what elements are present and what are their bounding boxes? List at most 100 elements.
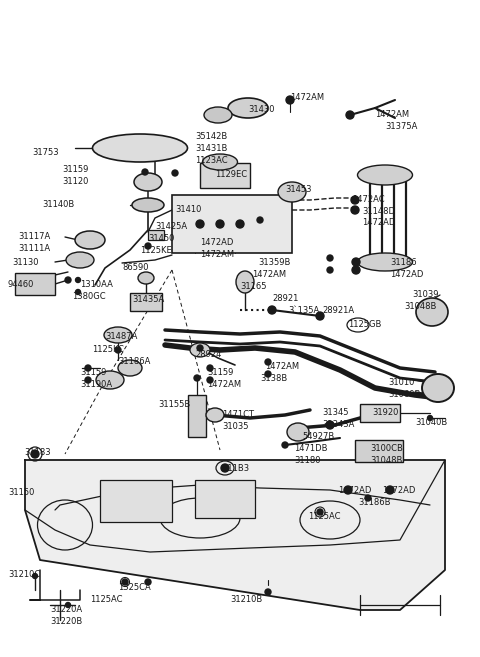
- Text: 1472AD: 1472AD: [382, 486, 415, 495]
- Ellipse shape: [204, 107, 232, 123]
- Ellipse shape: [206, 408, 224, 422]
- Circle shape: [346, 111, 354, 119]
- Text: 31753: 31753: [32, 148, 59, 157]
- Text: 31410: 31410: [175, 205, 202, 214]
- Ellipse shape: [203, 154, 238, 170]
- Bar: [188, 395, 206, 437]
- Circle shape: [351, 206, 359, 214]
- Circle shape: [236, 220, 244, 228]
- Text: 35142B: 35142B: [195, 132, 227, 141]
- Ellipse shape: [358, 253, 412, 271]
- Text: 31920: 31920: [372, 408, 398, 417]
- Text: 1472AD: 1472AD: [338, 486, 372, 495]
- Text: 31155B: 31155B: [158, 400, 190, 409]
- Text: 31159: 31159: [207, 368, 233, 377]
- Text: 31487A: 31487A: [105, 332, 137, 341]
- Text: 31120: 31120: [62, 177, 88, 186]
- Text: 1472AC: 1472AC: [352, 195, 384, 204]
- Ellipse shape: [287, 423, 309, 441]
- Text: 31210C: 31210C: [8, 570, 40, 579]
- Bar: [195, 480, 255, 518]
- Ellipse shape: [236, 271, 254, 293]
- Polygon shape: [25, 460, 445, 610]
- Text: 31048B: 31048B: [404, 302, 436, 311]
- Ellipse shape: [278, 182, 306, 202]
- Text: 1471DB: 1471DB: [294, 444, 327, 453]
- Text: 31186B: 31186B: [358, 498, 391, 507]
- Ellipse shape: [132, 198, 164, 212]
- Circle shape: [282, 442, 288, 448]
- Circle shape: [75, 290, 81, 294]
- Circle shape: [196, 220, 204, 228]
- Circle shape: [33, 574, 37, 579]
- Ellipse shape: [93, 134, 188, 162]
- Text: 1472AM: 1472AM: [200, 250, 234, 259]
- Circle shape: [142, 169, 148, 175]
- Ellipse shape: [358, 165, 412, 185]
- Text: 31140B: 31140B: [42, 200, 74, 209]
- Circle shape: [265, 359, 271, 365]
- Circle shape: [65, 277, 71, 283]
- Circle shape: [326, 421, 334, 429]
- Circle shape: [145, 579, 151, 585]
- Text: 1129EC: 1129EC: [215, 170, 247, 179]
- Text: 31035: 31035: [222, 422, 249, 431]
- Circle shape: [428, 415, 432, 420]
- Ellipse shape: [118, 360, 142, 376]
- Ellipse shape: [96, 371, 124, 389]
- Circle shape: [316, 312, 324, 320]
- Text: 31150: 31150: [8, 488, 35, 497]
- Text: 31117A: 31117A: [18, 232, 50, 241]
- Ellipse shape: [228, 98, 268, 118]
- Text: 28924: 28924: [195, 350, 221, 359]
- Text: 31220A: 31220A: [50, 605, 82, 614]
- Text: 86590: 86590: [122, 263, 148, 272]
- Text: 1125GB: 1125GB: [348, 320, 382, 329]
- Text: 31425A: 31425A: [155, 222, 187, 231]
- Bar: [355, 440, 403, 462]
- Text: 31111A: 31111A: [18, 244, 50, 253]
- Circle shape: [31, 450, 39, 458]
- Circle shape: [265, 589, 271, 595]
- Ellipse shape: [66, 252, 94, 268]
- Text: 1325CA: 1325CA: [118, 583, 151, 592]
- Text: 31359B: 31359B: [258, 258, 290, 267]
- Text: 31040B: 31040B: [415, 418, 447, 427]
- Text: 1125KC: 1125KC: [92, 345, 124, 354]
- Text: 31186A: 31186A: [118, 357, 150, 366]
- Bar: [360, 404, 400, 422]
- Bar: [15, 273, 55, 295]
- Bar: [148, 230, 164, 240]
- Text: 31220B: 31220B: [50, 617, 82, 626]
- Text: 31453: 31453: [285, 185, 312, 194]
- Bar: [172, 195, 292, 253]
- Text: 31186: 31186: [390, 258, 417, 267]
- Text: 28921A: 28921A: [322, 306, 354, 315]
- Circle shape: [216, 220, 224, 228]
- Text: 31180: 31180: [294, 456, 321, 465]
- Text: 31039: 31039: [412, 290, 439, 299]
- Ellipse shape: [422, 374, 454, 402]
- Circle shape: [197, 345, 203, 351]
- Circle shape: [351, 196, 359, 204]
- Circle shape: [317, 509, 323, 515]
- Text: 31159: 31159: [80, 368, 107, 377]
- Circle shape: [327, 255, 333, 261]
- Ellipse shape: [104, 327, 132, 343]
- Circle shape: [207, 365, 213, 371]
- Circle shape: [207, 377, 213, 383]
- Text: 31159: 31159: [62, 165, 88, 174]
- Circle shape: [115, 347, 121, 353]
- Circle shape: [257, 217, 263, 223]
- Ellipse shape: [75, 231, 105, 249]
- Text: 31048B: 31048B: [370, 456, 402, 465]
- Text: 31375A: 31375A: [385, 122, 418, 131]
- Text: 1380GC: 1380GC: [72, 292, 106, 301]
- Circle shape: [344, 486, 352, 494]
- Ellipse shape: [138, 272, 154, 284]
- Text: 31450: 31450: [148, 234, 174, 243]
- Circle shape: [75, 277, 81, 283]
- Text: 1471CT: 1471CT: [222, 410, 254, 419]
- Text: 3100CB: 3100CB: [370, 444, 403, 453]
- Text: 31183: 31183: [24, 448, 50, 457]
